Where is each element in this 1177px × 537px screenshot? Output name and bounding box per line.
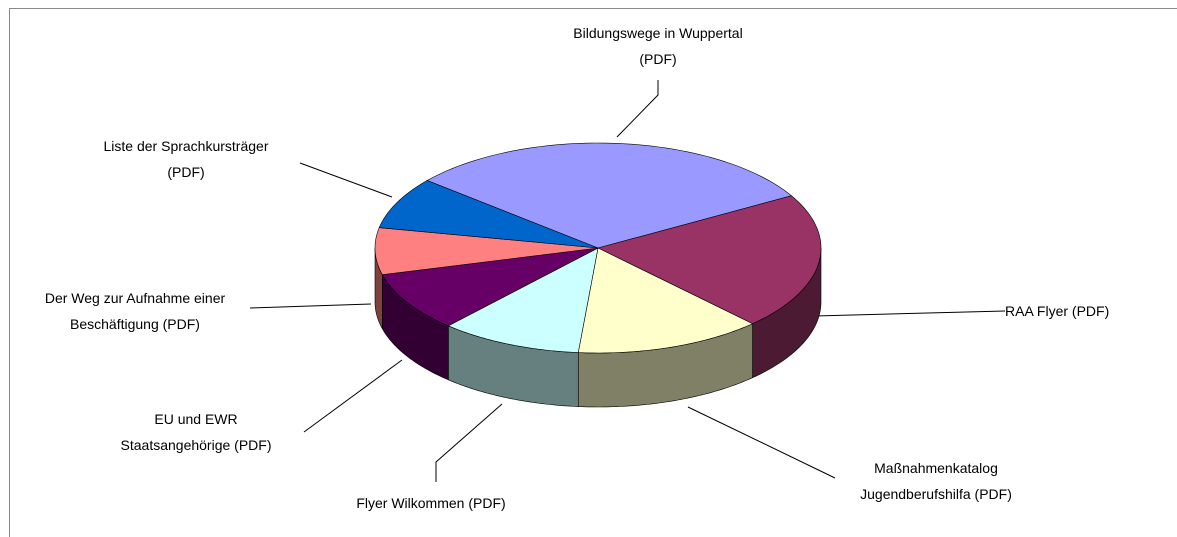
pie	[374, 142, 822, 408]
slice	[381, 247, 599, 327]
slice-label: Maßnahmenkatalog Jugendberufshilfa (PDF)	[860, 460, 1012, 502]
leader-line	[299, 162, 393, 198]
slice	[577, 247, 754, 354]
leader-line	[814, 310, 1006, 317]
leader-line	[616, 80, 659, 138]
slice-label: Bildungswege in Wuppertal (PDF)	[573, 25, 743, 67]
slice-label: Der Weg zur Aufnahme einer Beschäftigung…	[44, 290, 226, 332]
leader-lines	[249, 80, 1006, 482]
leader-line	[435, 403, 503, 482]
slice	[378, 180, 599, 249]
slice	[426, 142, 793, 249]
slice-label: RAA Flyer (PDF)	[1005, 303, 1110, 319]
leader-line	[303, 359, 403, 433]
leader-line	[249, 303, 372, 309]
leader-line	[687, 406, 836, 479]
slice	[374, 227, 599, 276]
slice	[597, 195, 822, 325]
slice-label: EU und EWR Staatsangehörige (PDF)	[120, 411, 272, 453]
frame	[9, 8, 1177, 537]
slice	[447, 247, 599, 353]
slice-label: Liste der Sprachkursträger (PDF)	[103, 138, 269, 180]
slice-label: Flyer Wilkommen (PDF)	[356, 495, 506, 511]
